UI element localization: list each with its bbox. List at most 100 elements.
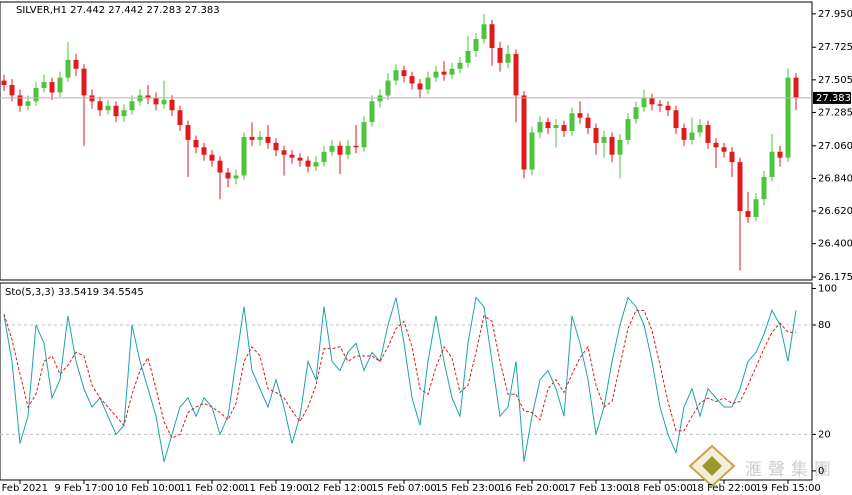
y-tick-label: 27.060 [818, 141, 852, 152]
candle-body [705, 125, 711, 143]
candle-body [721, 147, 727, 152]
candle-body [73, 59, 79, 69]
y-tick-label: 26.400 [818, 239, 852, 250]
candle-body [529, 132, 535, 170]
candle-body [105, 105, 111, 111]
candle-body [601, 136, 607, 143]
last-price-tag [813, 91, 851, 104]
candle-body [577, 113, 583, 118]
candle-body [249, 136, 255, 140]
candle-body [345, 145, 351, 155]
candle-body [17, 95, 23, 106]
candle-body [617, 139, 623, 155]
candle-body [425, 77, 431, 90]
stoch-line [3, 296, 797, 462]
candle-body [401, 70, 407, 77]
candle-body [329, 145, 335, 152]
x-tick-label: 15 Feb 07:00 [371, 483, 437, 494]
x-tick-label: 10 Feb 10:00 [115, 483, 181, 494]
candle-body [337, 145, 343, 155]
price-title: SILVER,H1 27.442 27.442 27.283 27.383 [16, 5, 220, 16]
candle-body [1, 80, 7, 86]
candle-body [33, 87, 39, 102]
candle-body [681, 128, 687, 140]
candle-body [633, 107, 639, 120]
y-tick-label: 20 [818, 429, 831, 440]
x-tick-label: 11 Feb 02:00 [179, 483, 245, 494]
y-tick-label: 27.505 [818, 75, 852, 86]
candle-body [489, 24, 495, 48]
logo: 滙聲集團 [688, 444, 831, 488]
y-tick-label: 80 [818, 320, 831, 331]
candle-body [217, 160, 223, 173]
y-tick-label: 26.840 [818, 173, 852, 184]
candle-body [449, 68, 455, 75]
y-tick-label: 27.285 [818, 107, 852, 118]
candle-body [393, 70, 399, 81]
candle-body [161, 99, 167, 105]
y-tick-label: 27.950 [818, 9, 852, 20]
x-tick-label: 16 Feb 20:00 [499, 483, 565, 494]
x-tick-label: 12 Feb 12:00 [307, 483, 373, 494]
candle-body [81, 68, 87, 96]
candle-body [713, 142, 719, 148]
candle-body [505, 53, 511, 63]
candle-body [665, 105, 671, 111]
candle-body [353, 145, 359, 148]
candle-body [113, 105, 119, 117]
candle-body [289, 154, 295, 158]
candle-body [537, 122, 543, 133]
candle-body [737, 162, 743, 212]
stoch-line [3, 309, 796, 439]
candle-body [385, 80, 391, 96]
candle-body [457, 62, 463, 69]
candle-body [641, 98, 647, 108]
candle-body [513, 53, 519, 96]
candle-body [153, 98, 159, 105]
candle-body [649, 98, 655, 105]
y-tick-label: 0 [818, 466, 824, 477]
candle-body [433, 71, 439, 78]
candle-body [473, 39, 479, 51]
candle-body [225, 172, 231, 179]
candle-body [753, 199, 759, 217]
candle-body [777, 151, 783, 158]
y-tick-label: 27.725 [818, 42, 852, 53]
price-panel [0, 1, 813, 281]
candle-body [769, 151, 775, 177]
x-tick-label: 15 Feb 23:00 [435, 483, 501, 494]
candle-body [313, 162, 319, 167]
candle-body [521, 95, 527, 170]
candle-body [585, 117, 591, 129]
candle-body [609, 136, 615, 155]
candle-body [233, 175, 239, 179]
candle-body [65, 59, 71, 78]
candle-body [209, 154, 215, 161]
x-tick-label: 9 Feb 17:00 [54, 483, 113, 494]
stoch-panel [0, 282, 813, 481]
candle-body [689, 132, 695, 140]
x-tick-label: 18 Feb 05:00 [627, 483, 693, 494]
y-tick-label: 26.175 [818, 272, 852, 283]
candle-body [561, 125, 567, 131]
candle-body [9, 85, 15, 96]
x-tick-label: 18 Feb 22:00 [691, 483, 757, 494]
candle-body [129, 101, 135, 111]
candle-body [177, 110, 183, 126]
candle-body [273, 142, 279, 151]
candle-body [545, 122, 551, 129]
y-tick-label: 26.620 [818, 206, 852, 217]
candle-body [281, 150, 287, 155]
logo-inner [702, 456, 722, 476]
candle-body [305, 160, 311, 167]
candle-body [745, 211, 751, 217]
candle-body [465, 50, 471, 63]
candle-body [729, 151, 735, 163]
candle-body [497, 47, 503, 63]
candle-body [761, 176, 767, 200]
candle-body [145, 95, 151, 99]
candle-body [361, 122, 367, 148]
candle-body [553, 125, 559, 129]
